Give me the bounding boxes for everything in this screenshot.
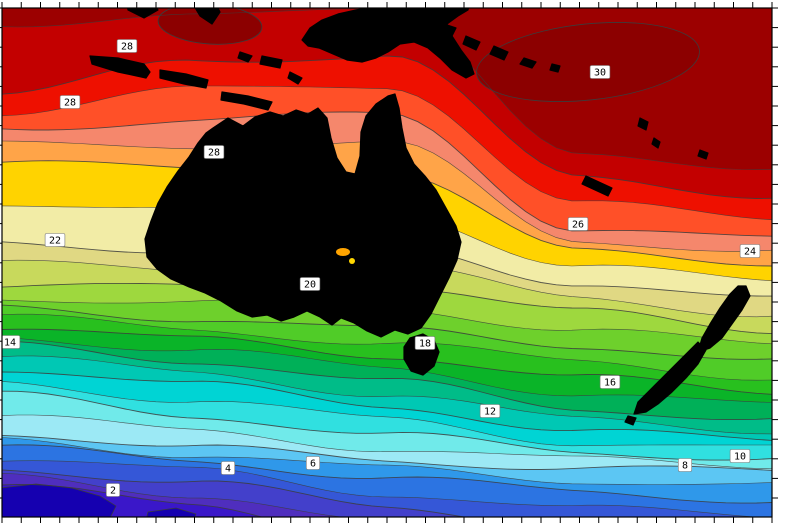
isotherm-12 [2, 371, 772, 441]
contour-label-box [739, 244, 761, 258]
isotherm-13 [2, 355, 772, 435]
contour-label-26: 26 [567, 217, 589, 231]
contour-label-text: 28 [208, 148, 220, 159]
contour-label-28: 28 [59, 95, 81, 109]
isotherm-11 [2, 381, 772, 447]
isotherm-4 [2, 469, 467, 517]
cold-pool-1 [146, 507, 197, 517]
landmass-vanuatu-2 [651, 137, 661, 149]
contour-label-text: 8 [682, 461, 688, 472]
landmass-lesser-sunda-islands [159, 69, 209, 89]
isotherm-17 [2, 313, 772, 381]
isotherm-15 [2, 337, 772, 403]
contour-label-text: 28 [121, 42, 133, 53]
landmass-fiji-speck [697, 149, 709, 160]
contour-label-28: 28 [203, 145, 225, 159]
contour-label-box [44, 233, 66, 247]
contour-label-text: 18 [419, 339, 431, 350]
contour-label-box [589, 65, 611, 79]
landmass-stewart-island [624, 415, 637, 426]
contour-label-text: 6 [310, 459, 316, 470]
contour-label-28: 28 [116, 39, 138, 53]
contour-label-22: 22 [44, 233, 66, 247]
landmass-small-island-arc [287, 71, 303, 85]
contour-label-text: 14 [4, 338, 16, 349]
contour-label-box [116, 39, 138, 53]
contour-label-text: 24 [744, 247, 756, 258]
contour-label-text: 30 [594, 68, 606, 79]
contour-label-6: 6 [305, 456, 320, 470]
landmass-solomon-island-3 [519, 57, 537, 69]
contour-label-box [567, 217, 589, 231]
landmass-timor-island [220, 91, 273, 111]
landmass-solomon-island-4 [549, 63, 561, 73]
contour-label-text: 2 [110, 486, 116, 497]
lake-1 [349, 258, 355, 264]
contour-label-box [299, 277, 321, 291]
isotherm-27 [2, 85, 772, 221]
contour-label-box [414, 336, 436, 350]
landmass-solomon-island-1 [462, 35, 481, 51]
contour-label-text: 28 [64, 98, 76, 109]
contour-label-text: 10 [734, 452, 746, 463]
contour-labels-layer: 28 30 28 28 26 24 22 20 18 16 14 12 10 8 6 4 2 [2, 39, 761, 497]
contour-label-box [729, 449, 751, 463]
landmass-solomon-island-2 [489, 45, 509, 61]
contour-label-text: 22 [49, 236, 61, 247]
isotherm-16 [2, 328, 772, 395]
contour-label-text: 4 [225, 464, 231, 475]
contour-label-2: 2 [106, 483, 121, 497]
landmass-nz-south-island [633, 341, 707, 415]
landmass-seram-island [259, 55, 283, 69]
warm-pool-0 [476, 22, 700, 102]
contour-label-20: 20 [299, 277, 321, 291]
isotherm-10 [2, 390, 772, 461]
contour-label-30: 30 [589, 65, 611, 79]
contour-label-14: 14 [2, 335, 21, 349]
landmass-new-caledonia [581, 175, 613, 197]
axis-ticks [0, 2, 778, 523]
contour-label-10: 10 [729, 449, 751, 463]
landmass-new-guinea [301, 8, 475, 79]
plot-area: 28 30 28 28 26 24 22 20 18 16 14 12 10 8 6 4 2 [2, 8, 772, 517]
contour-label-18: 18 [414, 336, 436, 350]
contour-label-text: 20 [304, 280, 316, 291]
contour-label-16: 16 [599, 375, 621, 389]
landmass-java-island [89, 55, 151, 79]
contour-label-box [677, 458, 692, 472]
isotherm-5 [2, 460, 763, 517]
contour-label-text: 16 [604, 378, 616, 389]
contour-label-box [203, 145, 225, 159]
contour-label-12: 12 [479, 404, 501, 418]
isotherm-3 [2, 473, 345, 517]
isotherm-8 [2, 434, 772, 471]
contour-label-box [599, 375, 621, 389]
isotherm-14 [2, 340, 772, 421]
landmass-sulawesi-tip [194, 8, 221, 25]
isotherm-7 [2, 437, 772, 485]
landmass-vanuatu-1 [637, 117, 649, 131]
isotherm-6 [2, 444, 772, 504]
lake-0 [336, 248, 350, 256]
contour-label-box [2, 335, 21, 349]
contour-label-8: 8 [677, 458, 692, 472]
isotherm-2 [2, 483, 264, 517]
contour-label-4: 4 [221, 461, 236, 475]
isotherm-9 [2, 414, 772, 470]
landmass-new-britain [435, 21, 457, 37]
contour-label-box [479, 404, 501, 418]
contour-label-box [221, 461, 236, 475]
contour-label-box [305, 456, 320, 470]
contour-label-text: 26 [572, 220, 584, 231]
contour-label-text: 12 [484, 407, 496, 418]
landmass-buru-island [237, 51, 253, 63]
contour-label-box [59, 95, 81, 109]
contour-label-box [106, 483, 121, 497]
contour-label-24: 24 [739, 244, 761, 258]
